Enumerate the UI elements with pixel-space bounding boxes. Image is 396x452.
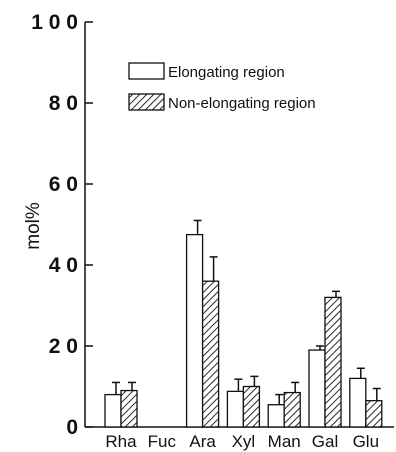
x-tick-label-fuc: Fuc — [148, 432, 177, 451]
bar-man-non-elongating — [283, 391, 301, 428]
y-tick-label: 2 0 — [49, 335, 78, 358]
legend-label-non-elongating: Non-elongating region — [168, 95, 316, 112]
bars — [104, 219, 383, 428]
y-axis-label: mol% — [23, 202, 44, 250]
bar-gal-elongating — [308, 349, 326, 428]
bar-rha-non-elongating — [120, 389, 138, 428]
x-tick-labels: Rha Fuc Ara Xyl Man Gal Glu — [105, 432, 379, 451]
legend-label-elongating: Elongating region — [168, 64, 285, 81]
y-tick-label: 8 0 — [49, 92, 78, 115]
bar-ara-non-elongating — [201, 280, 220, 428]
x-tick-label-xyl: Xyl — [232, 432, 256, 451]
x-tick-label-glu: Glu — [353, 432, 379, 451]
y-ticks: 0 2 0 4 0 6 0 8 0 1 0 0 — [31, 11, 93, 439]
x-tick-label-rha: Rha — [105, 432, 137, 451]
y-tick-label: 4 0 — [49, 254, 78, 277]
y-tick-label: 0 — [66, 416, 78, 439]
bar-glu-non-elongating — [365, 400, 383, 428]
y-tick-label: 6 0 — [49, 173, 78, 196]
x-tick-label-gal: Gal — [312, 432, 338, 451]
bar-gal-non-elongating — [324, 296, 342, 428]
bar-glu-elongating — [349, 377, 367, 428]
bar-rha-elongating — [104, 393, 122, 428]
legend: Elongating region Non-elongating region — [128, 62, 316, 112]
bar-ara-elongating — [185, 233, 204, 428]
bar-man-elongating — [267, 404, 285, 428]
legend-swatch-elongating — [128, 62, 165, 80]
bar-xyl-non-elongating — [242, 385, 261, 428]
y-tick-label: 1 0 0 — [31, 11, 78, 34]
x-tick-label-ara: Ara — [189, 432, 216, 451]
x-tick-label-man: Man — [268, 432, 301, 451]
legend-swatch-non-elongating — [128, 93, 165, 111]
bar-xyl-elongating — [226, 390, 245, 428]
